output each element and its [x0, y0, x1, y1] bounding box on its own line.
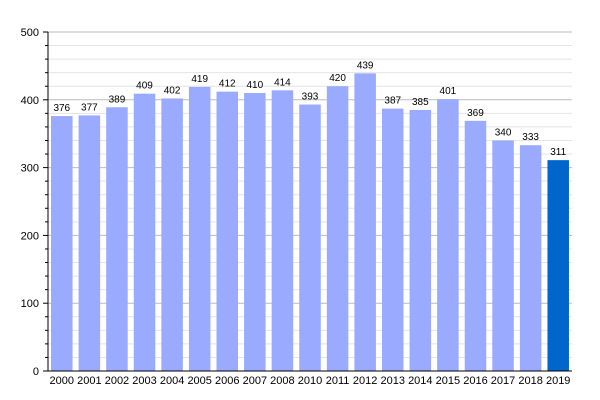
bar — [547, 160, 569, 371]
x-tick-label: 2003 — [132, 375, 156, 387]
x-tick-label: 2004 — [160, 375, 184, 387]
x-tick-label: 2013 — [380, 375, 404, 387]
x-tick-label: 2016 — [463, 375, 487, 387]
x-tick-label: 2001 — [77, 375, 101, 387]
bar — [78, 115, 101, 371]
data-label: 376 — [53, 103, 70, 114]
x-tick-label: 2015 — [436, 375, 460, 387]
bar — [437, 99, 459, 371]
x-tick-label: 2019 — [546, 375, 570, 387]
data-label: 333 — [522, 132, 539, 143]
y-tick-label: 400 — [21, 95, 39, 107]
data-label: 402 — [164, 85, 181, 96]
data-label: 409 — [136, 81, 153, 92]
x-tick-label: 2011 — [326, 375, 350, 387]
bar — [51, 116, 73, 372]
bar — [326, 86, 349, 372]
data-label: 412 — [219, 79, 236, 90]
bar — [381, 108, 404, 371]
x-tick-label: 2007 — [243, 375, 267, 387]
x-tick-label: 2012 — [353, 375, 377, 387]
data-label: 419 — [191, 74, 208, 85]
x-tick-label: 2017 — [491, 375, 515, 387]
bars-layer — [51, 73, 569, 372]
axis-layer — [43, 31, 572, 372]
y-tick-label: 500 — [21, 27, 39, 39]
x-tick-label: 2018 — [518, 375, 542, 387]
data-label: 420 — [329, 73, 346, 84]
bar — [464, 120, 487, 372]
data-label: 377 — [81, 102, 98, 113]
data-label: 387 — [384, 96, 401, 107]
data-label: 311 — [550, 147, 566, 158]
x-tick-label: 2008 — [270, 375, 294, 387]
data-label: 393 — [302, 92, 319, 103]
data-label: 401 — [440, 86, 457, 97]
bar — [409, 109, 432, 371]
bar — [299, 104, 321, 372]
bar — [271, 90, 294, 372]
x-tick-label: 2000 — [50, 375, 74, 387]
x-tick-label: 2005 — [187, 375, 211, 387]
data-label: 410 — [246, 80, 263, 91]
bar — [244, 93, 266, 372]
x-tick-label: 2002 — [105, 375, 129, 387]
y-tick-label: 100 — [21, 298, 39, 310]
data-label: 385 — [412, 97, 429, 108]
bar — [354, 73, 376, 371]
bar — [188, 86, 211, 371]
labels-layer: 0 100 200 300 400 500 376 2000 377 2001 389 2002 409… — [21, 27, 571, 387]
bar — [492, 140, 514, 371]
y-tick-label: 300 — [21, 163, 39, 175]
data-label: 439 — [357, 60, 374, 71]
bar — [519, 145, 542, 371]
data-label: 389 — [109, 94, 126, 105]
bar — [161, 98, 183, 371]
y-tick-label: 200 — [21, 230, 39, 242]
x-tick-label: 2006 — [215, 375, 239, 387]
x-tick-label: 2014 — [408, 375, 432, 387]
bar — [133, 93, 156, 371]
bar — [216, 91, 239, 371]
data-label: 414 — [274, 77, 291, 88]
x-tick-label: 2010 — [298, 375, 322, 387]
data-label: 369 — [467, 108, 484, 119]
data-label: 340 — [495, 127, 512, 138]
bar — [106, 107, 128, 372]
y-tick-label: 0 — [33, 366, 39, 378]
